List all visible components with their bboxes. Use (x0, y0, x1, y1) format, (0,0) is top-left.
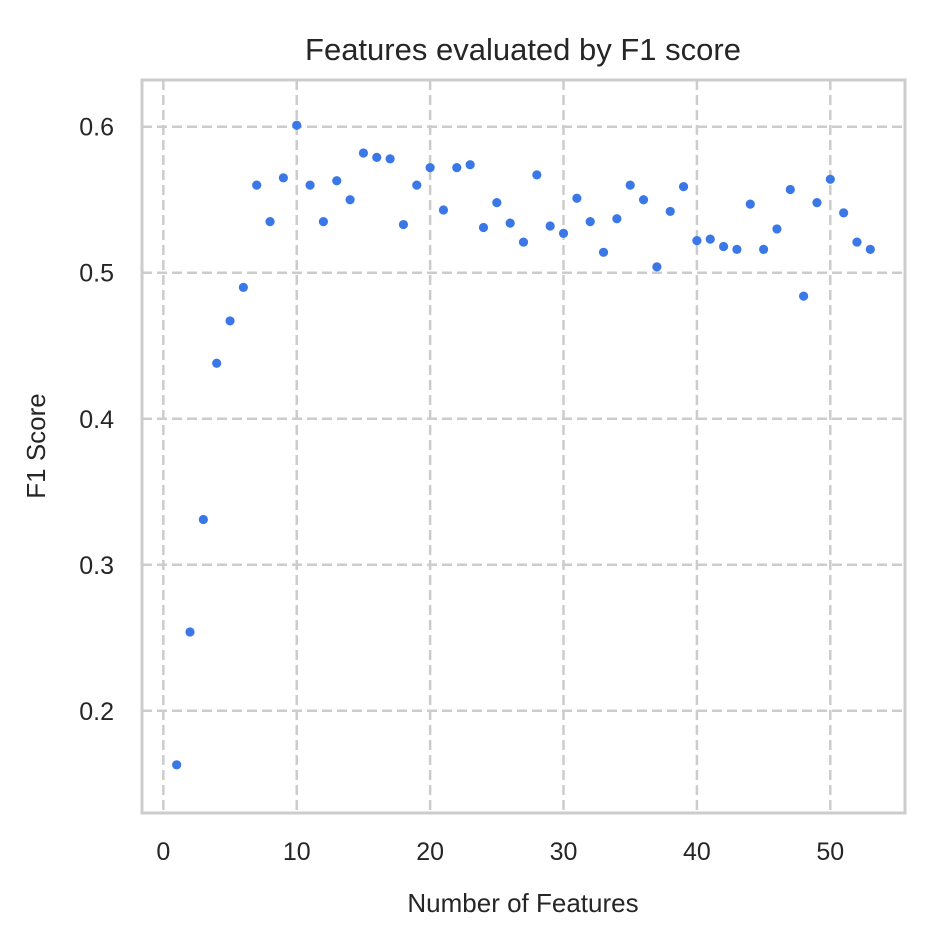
data-point (172, 760, 182, 770)
x-tick-label: 40 (683, 838, 711, 866)
y-tick-label: 0.6 (79, 114, 114, 142)
data-point (772, 224, 782, 234)
data-point (612, 214, 622, 224)
data-point (505, 218, 515, 228)
x-tick-label: 0 (156, 838, 170, 866)
data-point (825, 174, 835, 184)
y-axis-label: F1 Score (21, 393, 51, 499)
data-point (625, 180, 635, 190)
data-point (572, 193, 582, 203)
data-points (172, 120, 875, 770)
data-point (865, 244, 875, 254)
y-tick-label: 0.4 (79, 406, 114, 434)
x-axis-label: Number of Features (407, 888, 638, 918)
data-point (518, 237, 529, 247)
data-point (358, 148, 369, 158)
data-point (652, 262, 662, 272)
data-point (705, 234, 715, 244)
data-point (238, 282, 248, 292)
x-tick-label: 20 (416, 838, 444, 866)
data-point (278, 173, 288, 183)
data-point (665, 206, 675, 217)
data-point (638, 195, 649, 205)
data-point (385, 154, 395, 164)
y-tick-label: 0.3 (79, 552, 114, 580)
data-point (745, 199, 755, 209)
x-tick-label: 30 (550, 838, 578, 866)
data-point (839, 208, 849, 218)
x-tick-label: 10 (283, 838, 311, 866)
data-point (185, 627, 195, 637)
y-axis-ticks: 0.2 0.3 0.4 0.5 0.6 (79, 114, 114, 726)
data-point (732, 244, 742, 254)
data-point (265, 217, 275, 227)
data-point (465, 160, 475, 170)
data-point (372, 152, 382, 162)
data-point (412, 180, 422, 190)
data-point (398, 219, 409, 230)
data-point (345, 195, 355, 205)
data-point (678, 181, 689, 192)
data-point (332, 176, 342, 186)
data-point (812, 198, 822, 208)
data-point (852, 237, 862, 247)
data-point (759, 244, 769, 254)
data-point (425, 163, 435, 173)
data-point (558, 228, 569, 238)
data-point (438, 205, 449, 215)
data-point (718, 241, 729, 252)
data-point (318, 217, 329, 227)
x-axis-ticks: 0 10 20 30 40 50 (156, 838, 844, 866)
data-point (692, 236, 702, 246)
chart-title: Features evaluated by F1 score (305, 32, 741, 67)
data-point (212, 358, 222, 368)
data-point (545, 221, 555, 231)
grid (142, 80, 905, 813)
data-point (252, 180, 262, 190)
plot-frame (140, 78, 907, 815)
data-point (452, 163, 462, 173)
data-point (198, 514, 208, 525)
data-point (598, 247, 609, 257)
x-tick-label: 50 (816, 838, 844, 866)
data-point (292, 120, 302, 130)
data-point (225, 316, 235, 326)
data-point (305, 180, 315, 190)
data-point (585, 217, 595, 227)
y-tick-label: 0.2 (79, 698, 114, 726)
data-point (478, 222, 489, 233)
data-point (532, 170, 542, 180)
data-point (799, 291, 809, 301)
data-point (492, 198, 502, 208)
data-point (785, 184, 795, 195)
y-tick-label: 0.5 (79, 260, 114, 288)
